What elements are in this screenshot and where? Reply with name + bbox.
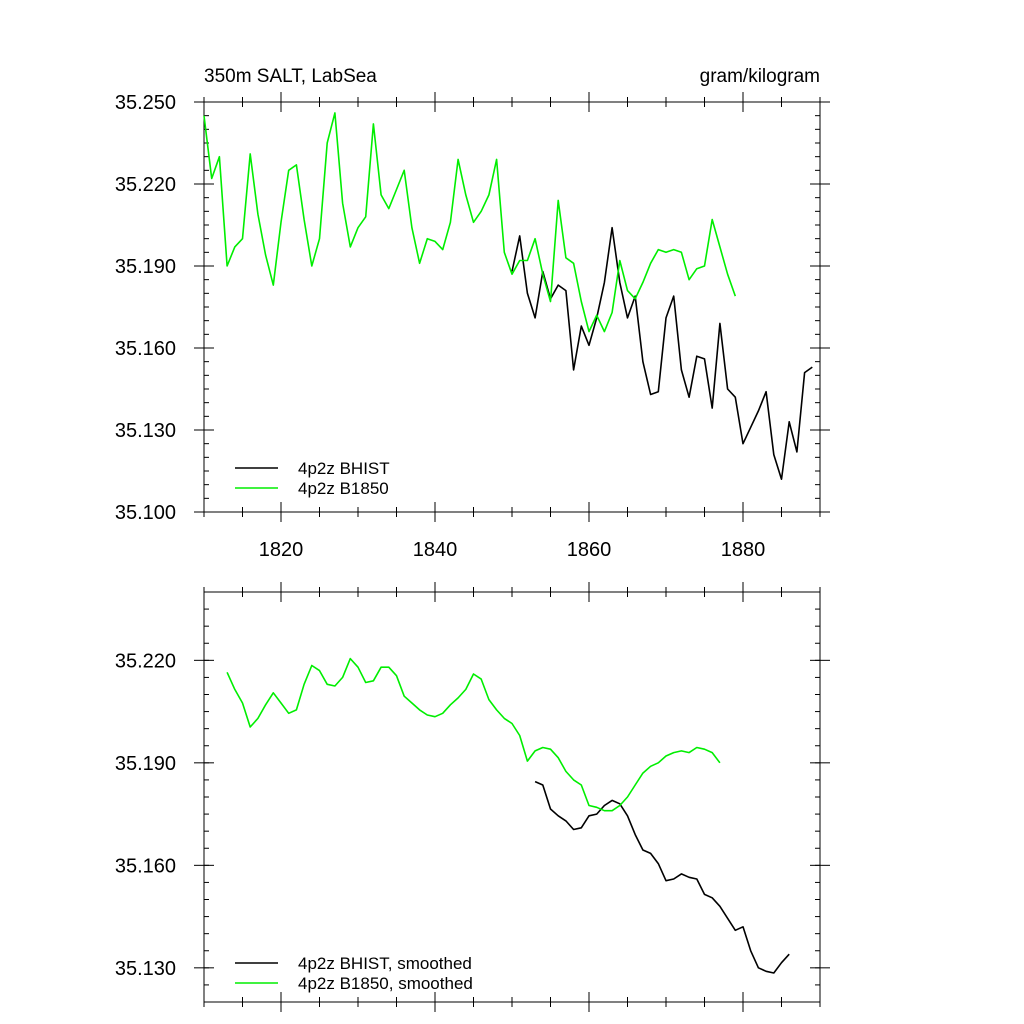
chart-units-label: gram/kilogram bbox=[700, 66, 820, 87]
plot-frame bbox=[203, 591, 821, 1003]
y-tick-label: 35.160 bbox=[115, 855, 176, 877]
legend-label: 4p2z B1850 bbox=[298, 479, 389, 498]
bottom-panel: 35.130 35.160 35.190 35.220 4p2z BHIST, smoo… bbox=[115, 582, 830, 1012]
y-tick-label: 35.220 bbox=[115, 174, 176, 196]
chart-title-left: 350m SALT, LabSea bbox=[204, 66, 377, 87]
series-line-bhist bbox=[511, 226, 813, 481]
legend-label: 4p2z BHIST, smoothed bbox=[298, 954, 472, 973]
top-panel: 350m SALT, LabSea gram/kilogram 1820 1840… bbox=[115, 66, 830, 561]
y-tick-label: 35.160 bbox=[115, 338, 176, 360]
y-tick-label: 35.250 bbox=[115, 92, 176, 114]
series-line-bhist bbox=[534, 780, 790, 974]
y-tick-label: 35.100 bbox=[115, 502, 176, 524]
y-tick-label: 35.220 bbox=[115, 650, 176, 672]
x-tick-label: 1880 bbox=[721, 539, 766, 561]
legend-label: 4p2z B1850, smoothed bbox=[298, 974, 473, 993]
x-tick-label: 1860 bbox=[567, 539, 612, 561]
x-tick-label: 1840 bbox=[413, 539, 458, 561]
y-tick-label: 35.130 bbox=[115, 420, 176, 442]
y-tick-label: 35.190 bbox=[115, 256, 176, 278]
y-tick-label: 35.130 bbox=[115, 958, 176, 980]
series-line-b1850 bbox=[203, 112, 737, 333]
y-tick-label: 35.190 bbox=[115, 753, 176, 775]
series-line-b1850 bbox=[226, 657, 721, 812]
legend-label: 4p2z BHIST bbox=[298, 459, 390, 478]
x-tick-label: 1820 bbox=[259, 539, 304, 561]
plot-frame bbox=[203, 101, 821, 513]
